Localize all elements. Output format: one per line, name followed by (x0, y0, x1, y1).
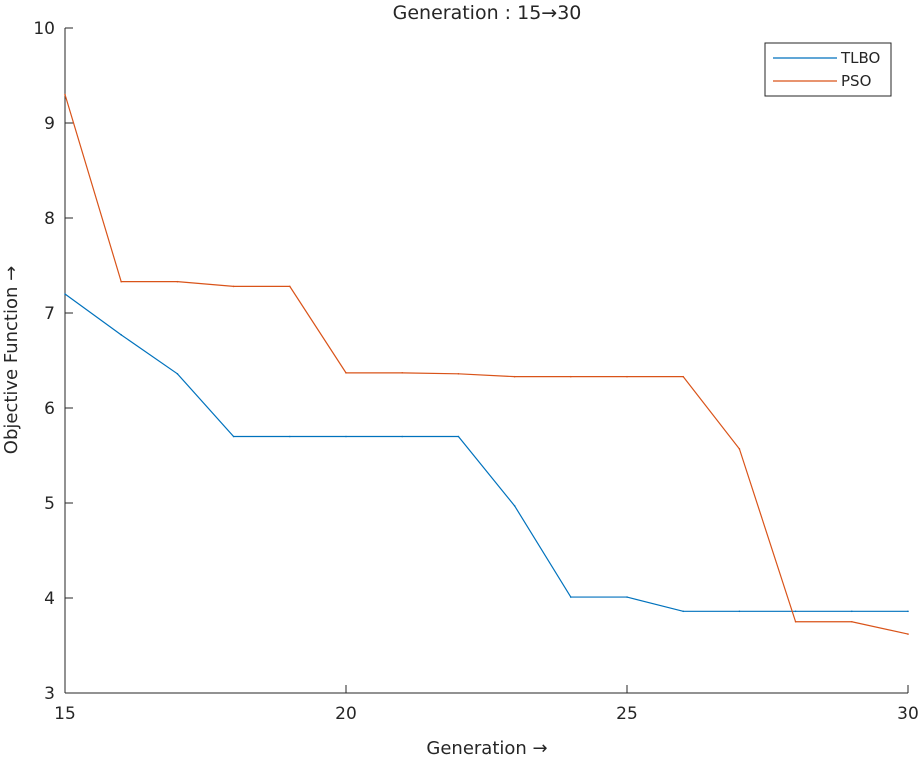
data-point-pso (289, 285, 291, 288)
data-point-pso (232, 285, 235, 288)
y-tick-label: 5 (44, 494, 55, 514)
series-line-pso (64, 94, 909, 635)
y-tick-label: 4 (44, 589, 55, 609)
data-point-tlbo (176, 373, 179, 375)
x-tick-label: 15 (54, 704, 76, 724)
data-point-pso (794, 620, 797, 623)
data-point-tlbo (64, 293, 66, 295)
legend: TLBO PSO (764, 42, 892, 97)
data-point-tlbo (794, 610, 797, 613)
y-tick-label: 9 (44, 114, 55, 134)
data-point-tlbo (120, 334, 122, 336)
legend-label-pso: PSO (841, 72, 871, 90)
data-point-tlbo (513, 505, 516, 507)
chart-title: Generation : 15→30 (393, 2, 582, 24)
data-point-tlbo (738, 610, 741, 613)
data-point-pso (176, 280, 179, 283)
y-axis-label: Objective Function → (1, 266, 22, 454)
series-lines (64, 93, 909, 635)
data-point-pso (907, 633, 909, 635)
y-tick-label: 10 (33, 19, 55, 39)
data-point-pso (64, 93, 66, 96)
axes: 15 20 25 30 3 4 5 6 7 8 9 10 (33, 19, 918, 724)
data-point-tlbo (682, 610, 684, 613)
y-tick-label: 7 (44, 304, 55, 324)
data-point-pso (457, 373, 460, 375)
x-tick-label: 25 (616, 704, 638, 724)
data-point-pso (626, 375, 628, 378)
data-point-pso (120, 280, 122, 283)
data-point-pso (401, 372, 404, 374)
data-point-tlbo (626, 596, 628, 598)
data-point-pso (345, 372, 347, 374)
x-tick-label: 30 (897, 704, 919, 724)
data-point-tlbo (232, 435, 235, 438)
data-point-pso (570, 375, 572, 378)
series-line-tlbo (64, 293, 908, 612)
data-point-pso (682, 375, 684, 378)
data-point-tlbo (570, 596, 572, 598)
y-tick-label: 3 (44, 684, 55, 704)
data-point-tlbo (401, 435, 404, 438)
data-point-tlbo (907, 610, 909, 613)
x-axis-label: Generation → (426, 738, 547, 758)
data-point-pso (513, 375, 516, 378)
legend-box (764, 42, 892, 97)
data-point-tlbo (457, 435, 460, 438)
y-tick-label: 6 (44, 399, 55, 419)
data-point-tlbo (851, 610, 853, 613)
data-point-pso (851, 620, 853, 623)
legend-label-tlbo: TLBO (840, 49, 880, 67)
data-point-tlbo (289, 435, 291, 438)
data-point-pso (738, 448, 741, 450)
y-tick-label: 8 (44, 209, 55, 229)
x-tick-label: 20 (335, 704, 357, 724)
data-point-tlbo (345, 435, 347, 438)
